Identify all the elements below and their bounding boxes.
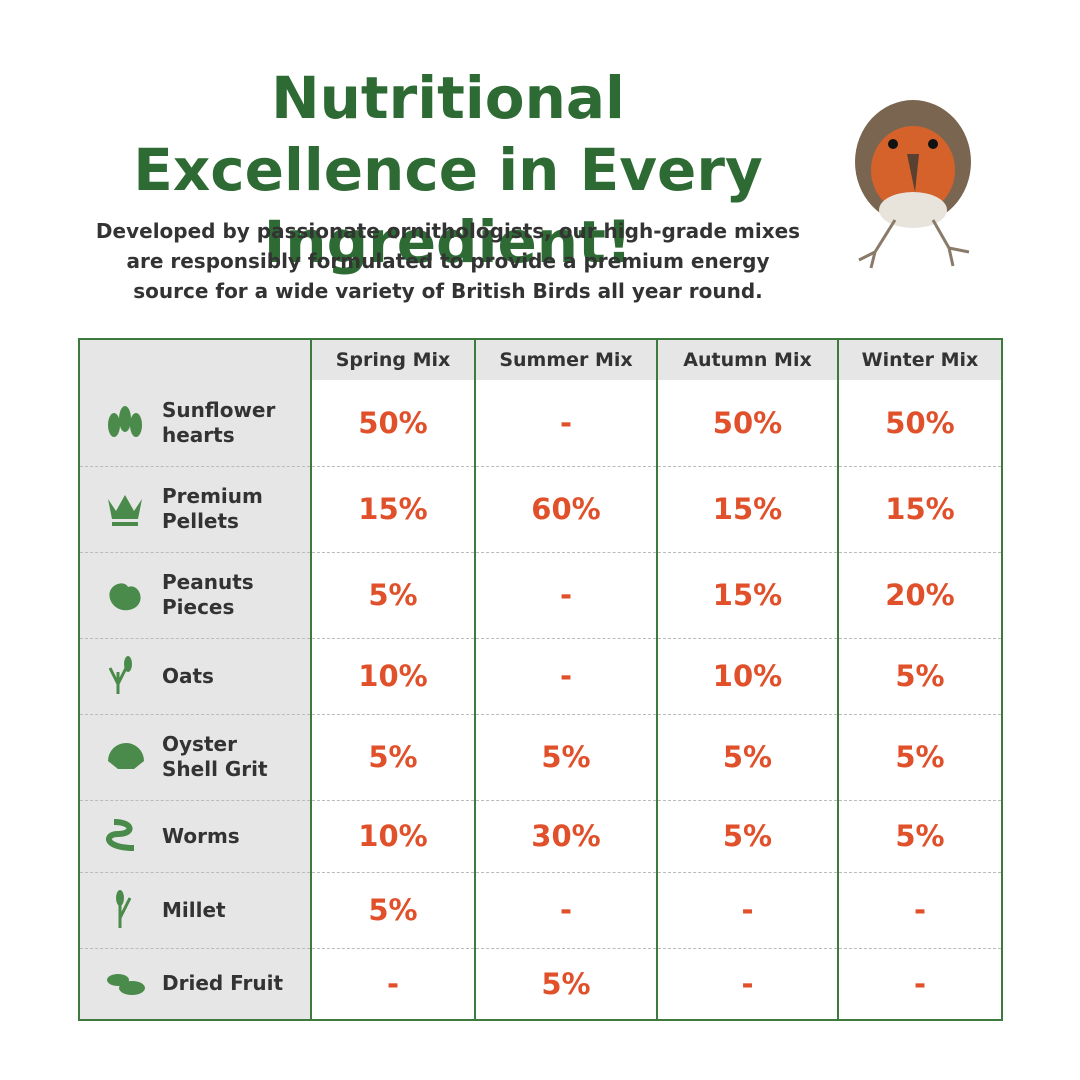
ingredient-name: Millet bbox=[162, 897, 226, 922]
ingredient-icon bbox=[108, 495, 142, 526]
percentage-cell: 5% bbox=[474, 714, 658, 801]
column-header: Spring Mix bbox=[310, 338, 476, 380]
ingredient-cell: Oyster Shell Grit bbox=[78, 714, 312, 801]
ingredient-label: Premium Pellets bbox=[80, 484, 310, 534]
ingredient-cell: Millet bbox=[78, 872, 312, 949]
ingredient-icon bbox=[108, 656, 132, 694]
percentage-cell: 15% bbox=[310, 466, 476, 553]
ingredient-cell: Premium Pellets bbox=[78, 466, 312, 553]
percentage-cell: - bbox=[310, 948, 476, 1021]
percentage-cell: 50% bbox=[837, 380, 1003, 467]
ingredient-icon bbox=[109, 583, 141, 611]
ingredient-name: Peanuts Pieces bbox=[162, 570, 254, 619]
percentage-cell: 10% bbox=[310, 638, 476, 715]
percentage-cell: 5% bbox=[837, 638, 1003, 715]
table-row: Worms 10% 30% 5% 5% bbox=[78, 800, 1003, 873]
ingredient-cell: Peanuts Pieces bbox=[78, 552, 312, 639]
percentage-cell: - bbox=[656, 872, 839, 949]
ingredient-label: Oyster Shell Grit bbox=[80, 732, 310, 782]
ingredient-label: Oats bbox=[80, 654, 310, 698]
ingredient-label: Worms bbox=[80, 814, 310, 858]
ingredient-name: Dried Fruit bbox=[162, 971, 284, 996]
percentage-cell: 5% bbox=[474, 948, 658, 1021]
column-header: Winter Mix bbox=[837, 338, 1003, 380]
ingredient-icon bbox=[108, 743, 144, 769]
percentage-cell: - bbox=[474, 872, 658, 949]
ingredient-name: Sunflower hearts bbox=[162, 397, 276, 447]
ingredient-name: Oats bbox=[162, 663, 214, 688]
ingredient-label: Dried Fruit bbox=[80, 962, 310, 1006]
ingredient-table: Spring Mix Summer Mix Autumn Mix Winter Mix… bbox=[78, 338, 1003, 1021]
ingredient-label: Sunflower hearts bbox=[80, 398, 310, 448]
percentage-cell: 5% bbox=[310, 872, 476, 949]
percentage-cell: 5% bbox=[310, 714, 476, 801]
percentage-cell: - bbox=[474, 380, 658, 467]
percentage-cell: - bbox=[837, 872, 1003, 949]
percentage-cell: 20% bbox=[837, 552, 1003, 639]
percentage-cell: 5% bbox=[310, 552, 476, 639]
table-row: Millet 5% - - - bbox=[78, 872, 1003, 949]
percentage-cell: 15% bbox=[656, 466, 839, 553]
ingredient-cell: Sunflower hearts bbox=[78, 380, 312, 467]
percentage-cell: - bbox=[474, 552, 658, 639]
ingredient-name: Premium Pellets bbox=[162, 484, 263, 533]
percentage-cell: 50% bbox=[656, 380, 839, 467]
ingredient-name: Oyster Shell Grit bbox=[162, 732, 268, 781]
corner-cell bbox=[78, 338, 312, 380]
ingredient-icon bbox=[108, 405, 142, 437]
column-header: Autumn Mix bbox=[656, 338, 839, 380]
ingredient-label: Millet bbox=[80, 888, 310, 932]
percentage-cell: 5% bbox=[656, 714, 839, 801]
ingredient-cell: Dried Fruit bbox=[78, 948, 312, 1021]
percentage-cell: 10% bbox=[310, 800, 476, 873]
percentage-cell: 50% bbox=[310, 380, 476, 467]
ingredient-label: Peanuts Pieces bbox=[80, 570, 310, 620]
percentage-cell: 5% bbox=[837, 800, 1003, 873]
percentage-cell: 15% bbox=[837, 466, 1003, 553]
percentage-cell: 15% bbox=[656, 552, 839, 639]
table-row: Premium Pellets 15% 60% 15% 15% bbox=[78, 466, 1003, 553]
percentage-cell: - bbox=[656, 948, 839, 1021]
table-row: Sunflower hearts 50% -50% 50% bbox=[78, 380, 1003, 467]
percentage-cell: 60% bbox=[474, 466, 658, 553]
ingredient-cell: Worms bbox=[78, 800, 312, 873]
title: Nutritional Excellence in Every Ingredie… bbox=[133, 64, 763, 276]
table-row: Oats 10% -10% 5% bbox=[78, 638, 1003, 715]
column-header: Summer Mix bbox=[474, 338, 658, 380]
table-row: Peanuts Pieces 5% -15% 20% bbox=[78, 552, 1003, 639]
percentage-cell: - bbox=[837, 948, 1003, 1021]
percentage-cell: 5% bbox=[837, 714, 1003, 801]
ingredient-icon bbox=[106, 819, 135, 851]
table-row: Dried Fruit -5% - - bbox=[78, 948, 1003, 1021]
ingredient-name: Worms bbox=[162, 823, 240, 848]
subtitle: Developed by passionate ornithologists, … bbox=[95, 219, 801, 303]
robin-image bbox=[855, 100, 971, 269]
percentage-cell: 30% bbox=[474, 800, 658, 873]
percentage-cell: 10% bbox=[656, 638, 839, 715]
table-row: Oyster Shell Grit 5% 5% 5% 5% bbox=[78, 714, 1003, 801]
percentage-cell: - bbox=[474, 638, 658, 715]
ingredient-icon bbox=[116, 890, 132, 928]
percentage-cell: 5% bbox=[656, 800, 839, 873]
ingredient-icon bbox=[107, 973, 145, 995]
ingredient-cell: Oats bbox=[78, 638, 312, 715]
